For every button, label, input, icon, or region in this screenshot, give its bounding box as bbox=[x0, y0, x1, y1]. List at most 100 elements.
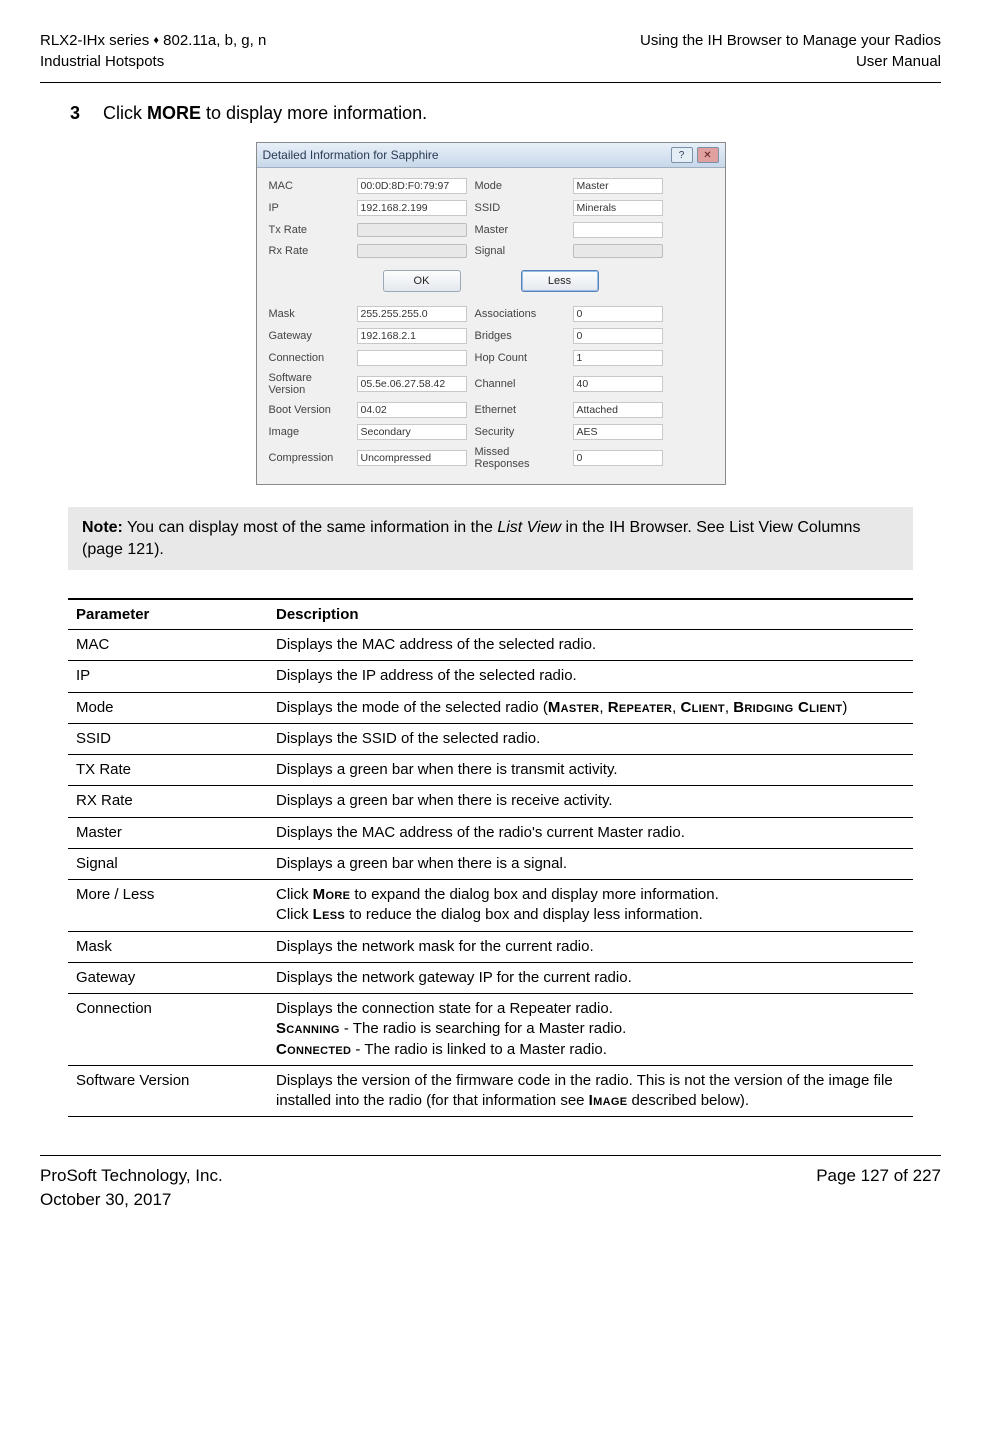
field-value: 192.168.2.1 bbox=[357, 328, 467, 344]
header-right-line2: User Manual bbox=[640, 51, 941, 72]
field-label: Signal bbox=[475, 245, 565, 257]
field-label: Bridges bbox=[475, 330, 565, 342]
field-value: 40 bbox=[573, 376, 663, 392]
help-icon[interactable]: ? bbox=[671, 147, 693, 163]
field-value bbox=[573, 222, 663, 238]
progress-bar bbox=[357, 244, 467, 258]
dialog-body: MAC00:0D:8D:F0:79:97ModeMasterIP192.168.… bbox=[257, 168, 725, 484]
footer-page: Page 127 of 227 bbox=[816, 1164, 941, 1188]
detailed-info-dialog: Detailed Information for Sapphire ? ✕ MA… bbox=[256, 142, 726, 485]
field-label: Connection bbox=[269, 352, 349, 364]
footer-rule bbox=[40, 1155, 941, 1156]
param-name: SSID bbox=[68, 723, 268, 754]
field-value: 05.5e.06.27.58.42 bbox=[357, 376, 467, 392]
dialog-top-grid: MAC00:0D:8D:F0:79:97ModeMasterIP192.168.… bbox=[269, 178, 713, 258]
step-text-before: Click bbox=[103, 103, 147, 123]
footer-left: ProSoft Technology, Inc. October 30, 201… bbox=[40, 1164, 223, 1212]
dialog-titlebar: Detailed Information for Sapphire ? ✕ bbox=[257, 143, 725, 168]
field-label: Image bbox=[269, 426, 349, 438]
note-box: Note: You can display most of the same i… bbox=[68, 507, 913, 570]
param-name: Mode bbox=[68, 692, 268, 723]
field-label: Missed Responses bbox=[475, 446, 565, 470]
table-row: More / LessClick More to expand the dial… bbox=[68, 880, 913, 932]
param-name: Software Version bbox=[68, 1065, 268, 1117]
header-left-line2: Industrial Hotspots bbox=[40, 51, 266, 72]
progress-bar bbox=[573, 244, 663, 258]
table-row: RX RateDisplays a green bar when there i… bbox=[68, 786, 913, 817]
dialog-button-row: OK Less bbox=[269, 270, 713, 292]
table-row: MasterDisplays the MAC address of the ra… bbox=[68, 817, 913, 848]
param-desc: Displays a green bar when there is recei… bbox=[268, 786, 913, 817]
param-name: Signal bbox=[68, 848, 268, 879]
footer-company: ProSoft Technology, Inc. bbox=[40, 1164, 223, 1188]
header-product: RLX2-IHx series bbox=[40, 32, 153, 49]
field-value: Attached bbox=[573, 402, 663, 418]
field-label: Ethernet bbox=[475, 404, 565, 416]
header-left-line1: RLX2-IHx series ♦ 802.11a, b, g, n bbox=[40, 30, 266, 51]
field-label: SSID bbox=[475, 202, 565, 214]
field-value bbox=[357, 350, 467, 366]
table-row: SignalDisplays a green bar when there is… bbox=[68, 848, 913, 879]
dialog-title-buttons: ? ✕ bbox=[671, 147, 719, 163]
field-label: Software Version bbox=[269, 372, 349, 396]
header-standard: 802.11a, b, g, n bbox=[159, 32, 266, 49]
field-label: Rx Rate bbox=[269, 245, 349, 257]
footer-right: Page 127 of 227 bbox=[816, 1164, 941, 1212]
param-name: Master bbox=[68, 817, 268, 848]
table-row: MACDisplays the MAC address of the selec… bbox=[68, 630, 913, 661]
table-row: GatewayDisplays the network gateway IP f… bbox=[68, 962, 913, 993]
field-label: Hop Count bbox=[475, 352, 565, 364]
field-label: Security bbox=[475, 426, 565, 438]
step-text-after: to display more information. bbox=[206, 103, 427, 123]
field-value: Minerals bbox=[573, 200, 663, 216]
more-keyword: MORE bbox=[147, 103, 201, 123]
field-label: Mask bbox=[269, 308, 349, 320]
dialog-bottom-grid: Mask255.255.255.0Associations0Gateway192… bbox=[269, 306, 713, 470]
close-icon[interactable]: ✕ bbox=[697, 147, 719, 163]
less-button[interactable]: Less bbox=[521, 270, 599, 292]
field-value: 04.02 bbox=[357, 402, 467, 418]
param-desc: Displays a green bar when there is trans… bbox=[268, 755, 913, 786]
footer-date: October 30, 2017 bbox=[40, 1188, 223, 1212]
param-name: TX Rate bbox=[68, 755, 268, 786]
field-label: Boot Version bbox=[269, 404, 349, 416]
field-value: 0 bbox=[573, 328, 663, 344]
param-desc: Displays a green bar when there is a sig… bbox=[268, 848, 913, 879]
field-label: Channel bbox=[475, 378, 565, 390]
param-desc: Displays the network mask for the curren… bbox=[268, 931, 913, 962]
param-desc: Displays the IP address of the selected … bbox=[268, 661, 913, 692]
param-desc: Displays the network gateway IP for the … bbox=[268, 962, 913, 993]
col-description: Description bbox=[268, 599, 913, 630]
step-number: 3 bbox=[70, 103, 80, 123]
table-row: TX RateDisplays a green bar when there i… bbox=[68, 755, 913, 786]
table-row: ModeDisplays the mode of the selected ra… bbox=[68, 692, 913, 723]
dialog-screenshot: Detailed Information for Sapphire ? ✕ MA… bbox=[40, 142, 941, 485]
field-value: 192.168.2.199 bbox=[357, 200, 467, 216]
table-row: IPDisplays the IP address of the selecte… bbox=[68, 661, 913, 692]
field-label: Mode bbox=[475, 180, 565, 192]
field-label: Tx Rate bbox=[269, 224, 349, 236]
param-name: Gateway bbox=[68, 962, 268, 993]
param-desc: Displays the version of the firmware cod… bbox=[268, 1065, 913, 1117]
field-value: 1 bbox=[573, 350, 663, 366]
field-label: Master bbox=[475, 224, 565, 236]
field-label: Compression bbox=[269, 452, 349, 464]
note-italic: List View bbox=[497, 519, 561, 536]
ok-button[interactable]: OK bbox=[383, 270, 461, 292]
note-label: Note: bbox=[82, 519, 123, 536]
param-desc: Displays the MAC address of the radio's … bbox=[268, 817, 913, 848]
table-row: MaskDisplays the network mask for the cu… bbox=[68, 931, 913, 962]
page-header: RLX2-IHx series ♦ 802.11a, b, g, n Indus… bbox=[40, 30, 941, 72]
parameter-table: Parameter Description MACDisplays the MA… bbox=[68, 598, 913, 1117]
field-value: 00:0D:8D:F0:79:97 bbox=[357, 178, 467, 194]
param-desc: Displays the mode of the selected radio … bbox=[268, 692, 913, 723]
table-row: Software VersionDisplays the version of … bbox=[68, 1065, 913, 1117]
param-name: MAC bbox=[68, 630, 268, 661]
param-desc: Click More to expand the dialog box and … bbox=[268, 880, 913, 932]
field-label: Gateway bbox=[269, 330, 349, 342]
col-parameter: Parameter bbox=[68, 599, 268, 630]
field-label: MAC bbox=[269, 180, 349, 192]
note-text-1: You can display most of the same informa… bbox=[123, 519, 497, 536]
param-desc: Displays the connection state for a Repe… bbox=[268, 994, 913, 1066]
header-left: RLX2-IHx series ♦ 802.11a, b, g, n Indus… bbox=[40, 30, 266, 72]
